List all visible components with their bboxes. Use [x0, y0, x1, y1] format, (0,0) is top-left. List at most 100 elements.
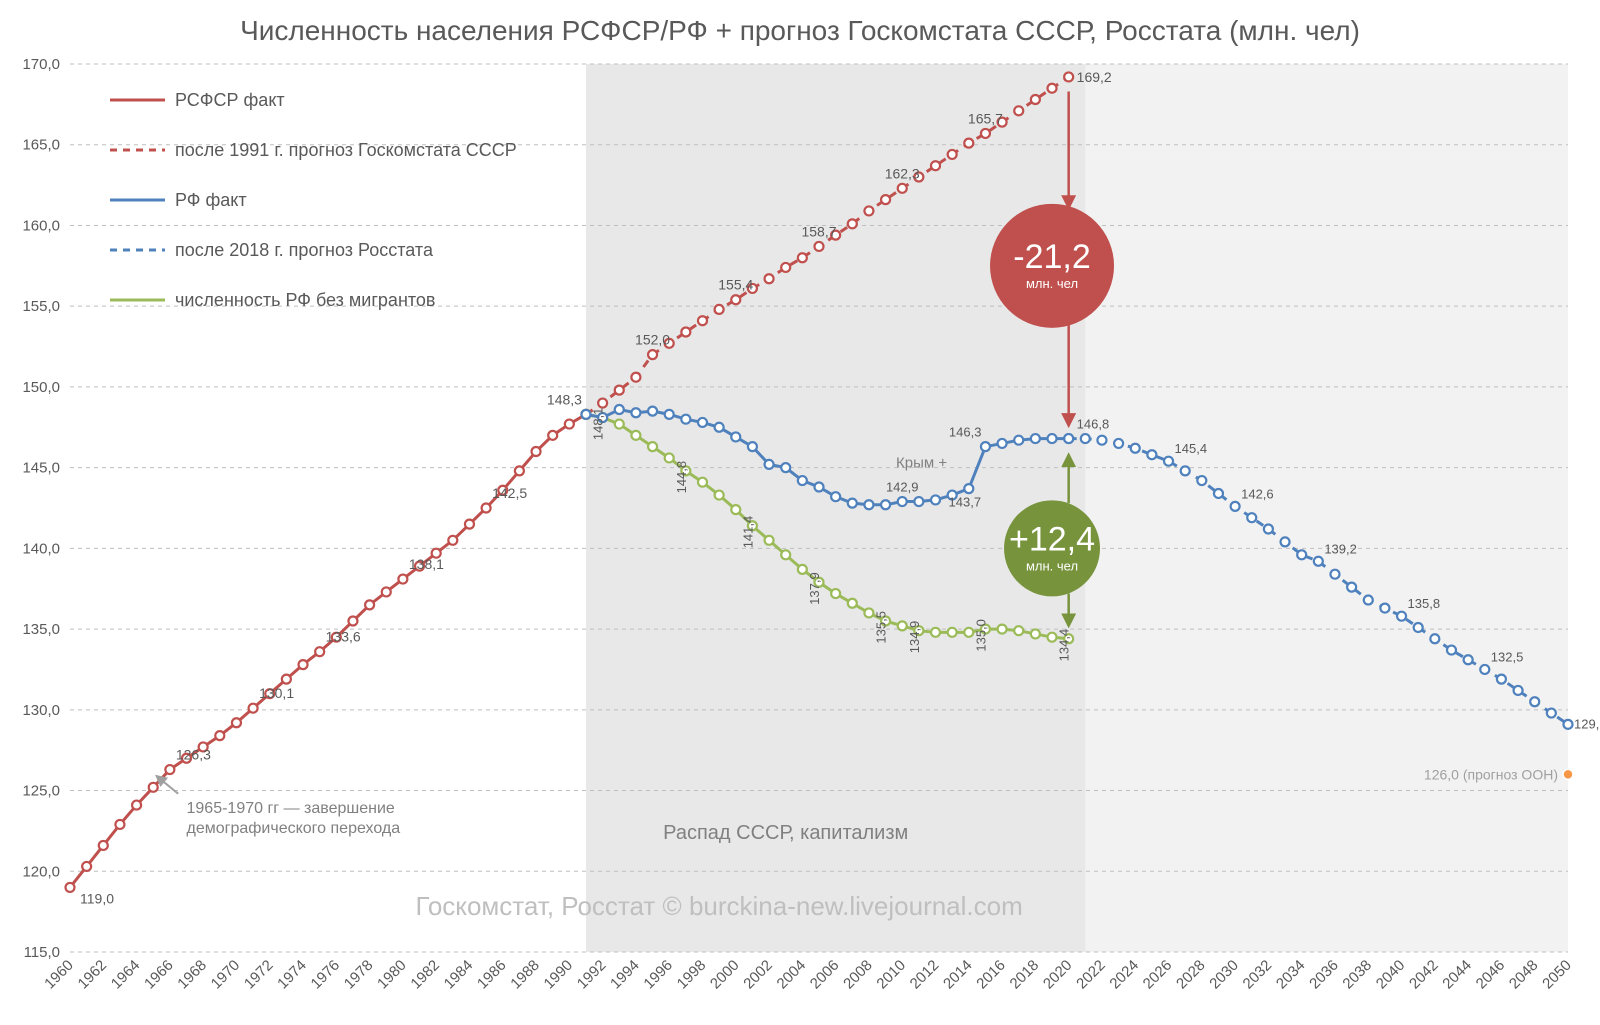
- x-tick-label: 1990: [541, 957, 577, 993]
- oon-label: 126,0 (прогноз ООН): [1424, 766, 1558, 782]
- data-label: 133,6: [326, 629, 361, 645]
- y-tick-label: 130,0: [22, 702, 60, 719]
- rsfsr-fact-marker: [465, 520, 474, 529]
- x-tick-label: 1972: [241, 957, 277, 993]
- data-label: 139,2: [1324, 541, 1357, 556]
- prognoz-rosstat-marker: [1081, 434, 1090, 443]
- prognoz-ussr-marker: [931, 161, 940, 170]
- rf-no-migrants-marker: [898, 621, 907, 630]
- prognoz-rosstat-marker: [1147, 450, 1156, 459]
- rf-no-migrants-marker: [1048, 633, 1057, 642]
- rf-no-migrants-marker: [964, 628, 973, 637]
- prognoz-ussr-marker: [781, 263, 790, 272]
- rsfsr-fact-marker: [82, 862, 91, 871]
- chart-container: 115,0120,0125,0130,0135,0140,0145,0150,0…: [0, 0, 1600, 1025]
- x-tick-label: 2022: [1073, 957, 1109, 993]
- annotation-text: 1965-1970 гг — завершение: [187, 800, 395, 817]
- x-tick-label: 2014: [940, 957, 976, 993]
- rf-no-migrants-marker: [1031, 629, 1040, 638]
- data-label: 152,0: [635, 332, 670, 348]
- prognoz-ussr-marker: [1031, 95, 1040, 104]
- prognoz-ussr-marker: [898, 184, 907, 193]
- x-tick-label: 1988: [507, 957, 543, 993]
- legend-label: РСФСР факт: [175, 90, 285, 110]
- y-tick-label: 135,0: [22, 621, 60, 638]
- rf-fact-marker: [881, 500, 890, 509]
- data-label: 169,2: [1077, 69, 1112, 85]
- oon-marker: [1563, 769, 1573, 779]
- prognoz-rosstat-marker: [1447, 646, 1456, 655]
- prognoz-ussr-marker: [815, 242, 824, 251]
- prognoz-rosstat-marker: [1497, 675, 1506, 684]
- x-tick-label: 2046: [1473, 957, 1509, 993]
- x-tick-label: 2042: [1406, 957, 1442, 993]
- annotation-text: демографического перехода: [187, 820, 401, 837]
- x-tick-label: 2012: [907, 957, 943, 993]
- rf-no-migrants-marker: [931, 628, 940, 637]
- annotation-arrow: [157, 776, 179, 794]
- rf-fact-marker: [698, 418, 707, 427]
- rf-no-migrants-marker: [1014, 626, 1023, 635]
- rf-fact-marker: [931, 495, 940, 504]
- prognoz-ussr-marker: [981, 129, 990, 138]
- prognoz-ussr-marker: [731, 295, 740, 304]
- data-label: 141,4: [740, 516, 755, 549]
- rf-no-migrants-marker: [715, 491, 724, 500]
- prognoz-ussr-marker: [631, 373, 640, 382]
- x-tick-label: 1996: [640, 957, 676, 993]
- y-tick-label: 145,0: [22, 460, 60, 477]
- x-tick-label: 2034: [1273, 957, 1309, 993]
- prognoz-rosstat-marker: [1281, 537, 1290, 546]
- x-tick-label: 2018: [1007, 957, 1043, 993]
- x-tick-label: 2032: [1240, 957, 1276, 993]
- data-label: 158,7: [801, 223, 836, 239]
- rf-fact-marker: [964, 484, 973, 493]
- x-tick-label: 2006: [807, 957, 843, 993]
- rf-fact-marker: [765, 460, 774, 469]
- data-label: 137,9: [807, 572, 822, 605]
- rsfsr-fact-marker: [282, 675, 291, 684]
- rf-fact-marker: [898, 497, 907, 506]
- x-tick-label: 2030: [1206, 957, 1242, 993]
- rf-fact-marker: [1014, 436, 1023, 445]
- data-label: 134,4: [1057, 629, 1072, 662]
- rsfsr-fact-marker: [165, 765, 174, 774]
- red-bubble-unit: млн. чел: [1026, 276, 1078, 291]
- data-label: 138,1: [409, 556, 444, 572]
- x-tick-label: 1962: [74, 957, 110, 993]
- rf-fact-marker: [1048, 434, 1057, 443]
- prognoz-ussr-marker: [798, 253, 807, 262]
- data-label: 135,0: [973, 619, 988, 652]
- rf-no-migrants-marker: [848, 599, 857, 608]
- rf-no-migrants-marker: [798, 565, 807, 574]
- x-tick-label: 2036: [1306, 957, 1342, 993]
- data-label: 142,6: [1241, 486, 1274, 501]
- prognoz-rosstat-marker: [1314, 557, 1323, 566]
- x-tick-label: 1968: [174, 957, 210, 993]
- prognoz-rosstat-marker: [1364, 596, 1373, 605]
- rf-no-migrants-marker: [615, 420, 624, 429]
- prognoz-rosstat-marker: [1131, 444, 1140, 453]
- rf-no-migrants-marker: [648, 442, 657, 451]
- prognoz-rosstat-marker: [1264, 524, 1273, 533]
- rf-fact-marker: [748, 442, 757, 451]
- prognoz-rosstat-marker: [1164, 457, 1173, 466]
- rsfsr-fact-marker: [382, 587, 391, 596]
- x-tick-label: 2050: [1539, 957, 1575, 993]
- x-tick-label: 2002: [740, 957, 776, 993]
- legend-label: численность РФ без мигрантов: [175, 290, 436, 310]
- green-bubble-unit: млн. чел: [1026, 558, 1078, 573]
- data-label: 148,3: [547, 391, 582, 407]
- rsfsr-fact-marker: [515, 466, 524, 475]
- rf-no-migrants-marker: [665, 453, 674, 462]
- rf-no-migrants-marker: [781, 550, 790, 559]
- rsfsr-fact-marker: [249, 704, 258, 713]
- prognoz-rosstat-marker: [1397, 612, 1406, 621]
- prognoz-rosstat-marker: [1330, 570, 1339, 579]
- data-label: 155,4: [718, 277, 753, 293]
- prognoz-rosstat-marker: [1514, 686, 1523, 695]
- data-label: 145,4: [1175, 441, 1208, 456]
- prognoz-ussr-marker: [698, 316, 707, 325]
- data-label: 130,1: [259, 685, 294, 701]
- x-tick-label: 1966: [141, 957, 177, 993]
